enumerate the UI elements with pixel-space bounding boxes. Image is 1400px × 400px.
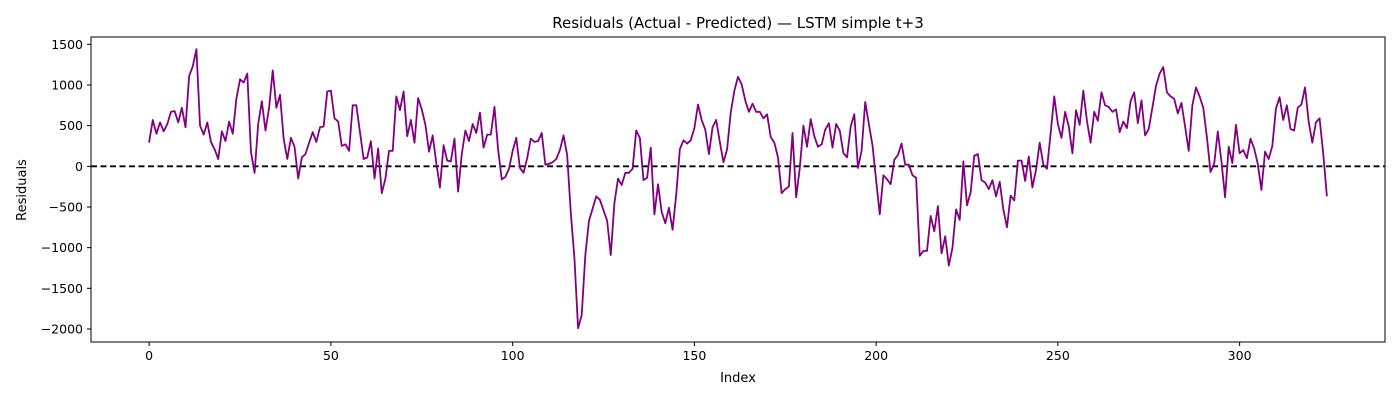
y-tick-label: 500 (59, 118, 83, 133)
x-tick-label: 0 (145, 348, 153, 363)
y-tick-label: 1000 (51, 77, 83, 92)
x-tick-label: 300 (1228, 348, 1252, 363)
plot-area (90, 36, 1386, 343)
x-tick-label: 200 (864, 348, 888, 363)
x-tick-label: 150 (682, 348, 706, 363)
y-tick-label: −2000 (41, 321, 83, 336)
x-axis-ticks: 0 50 100 150 200 250 300 (145, 342, 1252, 363)
chart-title: Residuals (Actual - Predicted) — LSTM si… (552, 14, 924, 32)
y-axis-ticks: −2000 −1500 −1000 −500 0 500 1000 1500 (41, 37, 91, 336)
y-tick-label: 1500 (51, 37, 83, 52)
y-tick-label: 0 (75, 159, 83, 174)
x-tick-label: 50 (323, 348, 339, 363)
y-axis-title: Residuals (15, 159, 30, 221)
x-tick-label: 100 (501, 348, 525, 363)
y-tick-label: −1500 (41, 281, 83, 296)
axes-frame (90, 36, 1386, 343)
x-tick-label: 250 (1046, 348, 1070, 363)
residuals-series-line (148, 48, 1328, 330)
x-axis-title: Index (720, 371, 756, 386)
y-tick-label: −500 (49, 199, 83, 214)
y-tick-label: −1000 (41, 240, 83, 255)
